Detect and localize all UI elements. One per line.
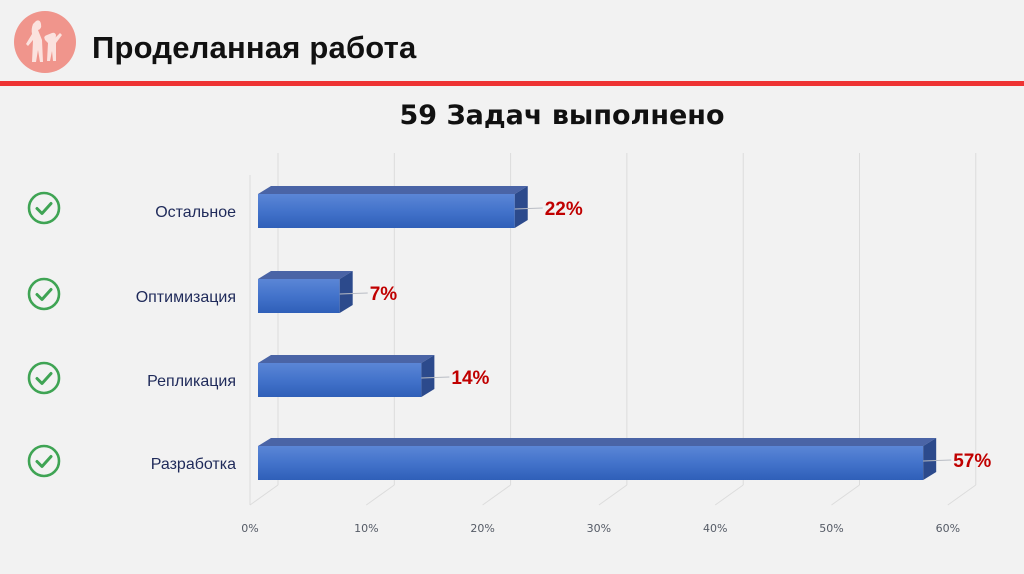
chart-title: 59 Задач выполнено (399, 100, 725, 131)
category-label: Оптимизация (135, 289, 236, 306)
category-label: Репликация (147, 373, 236, 390)
x-tick-label: 30% (586, 522, 612, 535)
value-label: 57% (953, 451, 992, 472)
x-tick-label: 40% (702, 522, 728, 535)
check-circle-icon (27, 277, 61, 311)
category-label: Разработка (150, 456, 236, 473)
value-label: 7% (369, 284, 398, 305)
x-tick-label: 10% (354, 522, 379, 535)
x-tick-label: 20% (470, 522, 495, 535)
value-label: 22% (544, 199, 583, 220)
family-logo-icon (14, 11, 76, 73)
bar-1 (258, 271, 368, 313)
bar-0 (258, 186, 543, 228)
value-label: 14% (451, 368, 490, 389)
category-label: Остальное (155, 204, 236, 221)
page-title: Проделанная работа (92, 30, 417, 65)
x-tick-label: 60% (935, 522, 961, 535)
x-tick-label: 0% (241, 522, 259, 535)
bar-3 (258, 438, 952, 480)
check-circle-icon (27, 191, 61, 225)
bar-2 (258, 355, 450, 397)
header-divider (0, 81, 1024, 86)
check-circle-icon (27, 361, 61, 395)
x-tick-label: 50% (819, 522, 844, 535)
check-circle-icon (27, 444, 61, 478)
